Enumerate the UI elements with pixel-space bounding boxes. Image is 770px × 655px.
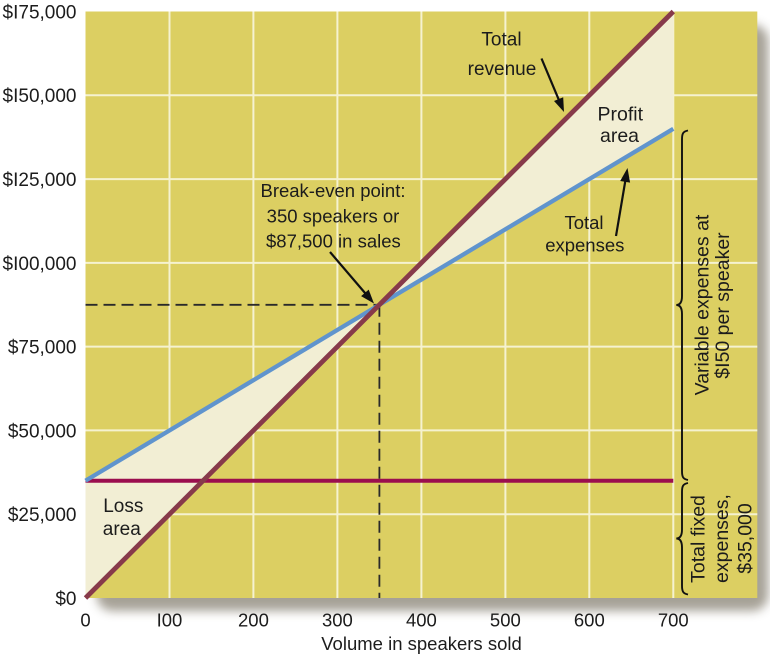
svg-text:400: 400 (406, 610, 437, 631)
svg-text:$50,000: $50,000 (8, 421, 77, 442)
svg-text:$87,500 in sales: $87,500 in sales (266, 231, 401, 252)
svg-text:500: 500 (490, 610, 521, 631)
svg-text:$0: $0 (55, 589, 76, 610)
svg-text:$I50,000: $I50,000 (3, 86, 77, 107)
svg-text:Loss: Loss (103, 496, 143, 517)
svg-text:$75,000: $75,000 (8, 338, 77, 359)
svg-text:700: 700 (658, 610, 689, 631)
svg-text:350 speakers or: 350 speakers or (267, 205, 400, 226)
svg-text:300: 300 (322, 610, 353, 631)
svg-text:Total: Total (564, 212, 603, 233)
svg-text:200: 200 (238, 610, 269, 631)
svg-text:expenses,: expenses, (711, 494, 733, 583)
svg-text:$I00,000: $I00,000 (3, 254, 77, 275)
svg-text:$25,000: $25,000 (8, 505, 77, 526)
svg-text:$35,000: $35,000 (735, 503, 757, 574)
svg-text:600: 600 (574, 610, 605, 631)
svg-text:Profit: Profit (598, 104, 644, 126)
svg-text:revenue: revenue (468, 59, 537, 80)
svg-text:expenses: expenses (545, 234, 624, 255)
svg-text:area: area (103, 519, 141, 540)
svg-text:Break-even point:: Break-even point: (260, 180, 405, 201)
svg-text:$I25,000: $I25,000 (3, 170, 77, 191)
svg-text:Total: Total (481, 30, 521, 51)
svg-text:0: 0 (80, 610, 90, 631)
svg-text:Volume in speakers sold: Volume in speakers sold (321, 633, 522, 654)
svg-text:Variable expenses at: Variable expenses at (692, 214, 714, 395)
svg-text:area: area (600, 125, 639, 147)
svg-text:Total fixed: Total fixed (688, 495, 710, 583)
svg-text:$I75,000: $I75,000 (3, 2, 77, 23)
svg-text:$I50 per speaker: $I50 per speaker (712, 232, 734, 379)
svg-text:I00: I00 (157, 610, 183, 631)
